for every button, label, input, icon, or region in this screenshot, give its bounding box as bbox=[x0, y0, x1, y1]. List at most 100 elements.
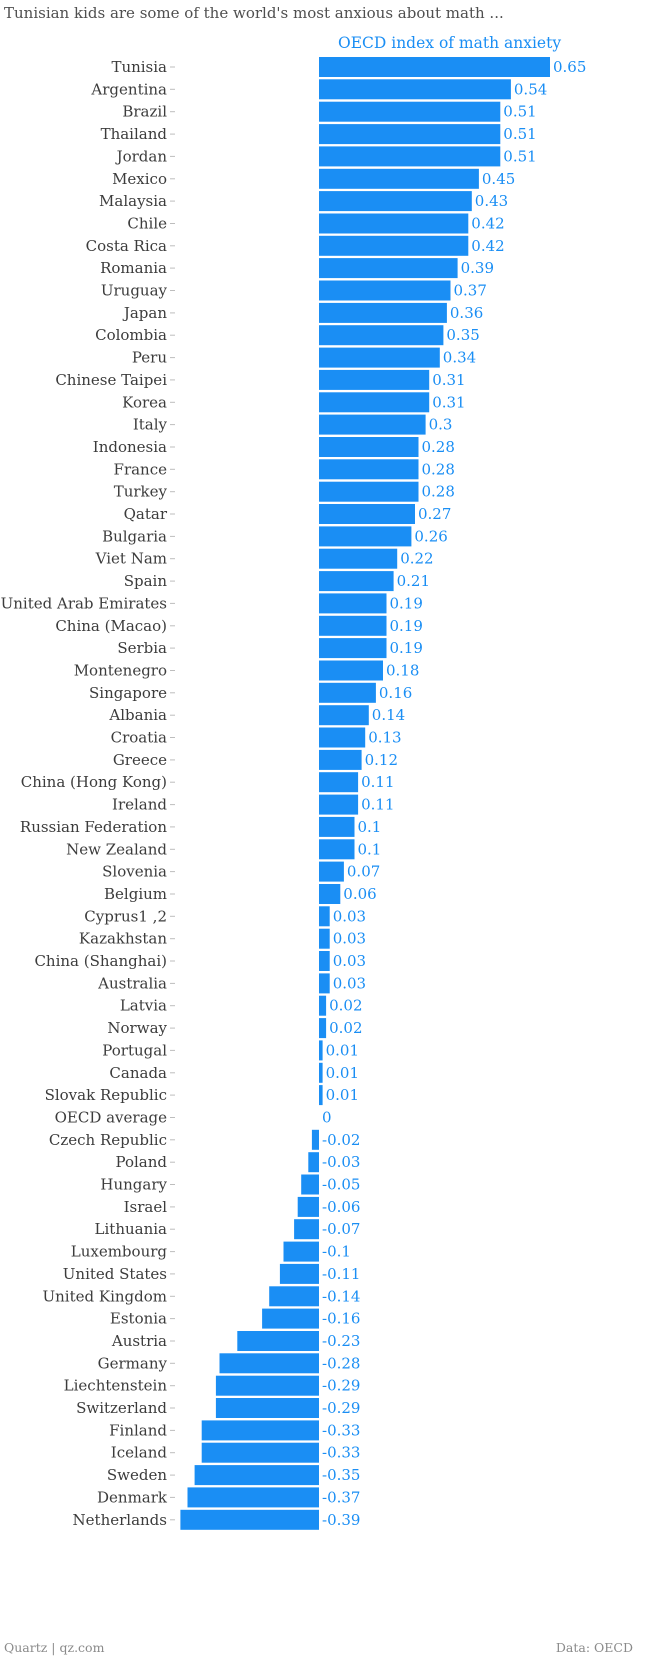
category-label: Tunisia bbox=[111, 58, 167, 76]
category-label: United States bbox=[63, 1265, 167, 1283]
category-label: Kazakhstan bbox=[79, 930, 167, 948]
bar bbox=[319, 168, 479, 189]
category-label: Viet Nam bbox=[95, 550, 167, 568]
value-label: 0.18 bbox=[386, 662, 419, 680]
category-label: Estonia bbox=[110, 1310, 167, 1328]
value-label: -0.33 bbox=[322, 1444, 360, 1462]
value-label: 0.14 bbox=[372, 706, 405, 724]
bar bbox=[319, 437, 419, 457]
category-label: Mexico bbox=[112, 170, 167, 188]
category-ticks bbox=[170, 66, 175, 1521]
value-label: -0.1 bbox=[322, 1243, 351, 1261]
category-label: Chile bbox=[127, 215, 167, 233]
value-label: 0.21 bbox=[397, 572, 430, 590]
category-label: Czech Republic bbox=[49, 1131, 167, 1149]
category-label: Portugal bbox=[102, 1041, 167, 1059]
category-label: United Arab Emirates bbox=[1, 594, 167, 612]
category-label: Finland bbox=[109, 1421, 167, 1439]
category-label: France bbox=[114, 460, 168, 478]
value-label: -0.14 bbox=[322, 1287, 360, 1305]
category-label: Malaysia bbox=[99, 192, 167, 210]
bar bbox=[319, 504, 415, 524]
bar bbox=[319, 101, 501, 122]
bar bbox=[180, 1509, 319, 1530]
bar bbox=[319, 369, 430, 390]
category-label: Argentina bbox=[90, 80, 167, 98]
bar bbox=[319, 839, 355, 860]
value-label: 0.54 bbox=[514, 80, 547, 98]
value-label: 0.03 bbox=[333, 930, 366, 948]
category-label: Greece bbox=[113, 751, 167, 769]
bar bbox=[319, 124, 501, 145]
bar bbox=[319, 235, 469, 256]
bar bbox=[319, 995, 327, 1016]
bar bbox=[319, 258, 458, 279]
value-label: 0.12 bbox=[365, 751, 398, 769]
bar bbox=[319, 884, 341, 904]
value-label: -0.07 bbox=[322, 1220, 360, 1238]
bar bbox=[308, 1152, 319, 1173]
value-label: -0.06 bbox=[322, 1198, 360, 1216]
category-label: Switzerland bbox=[76, 1399, 167, 1417]
value-label: 0.02 bbox=[329, 1019, 362, 1037]
bar bbox=[319, 861, 344, 882]
chart-title: Tunisian kids are some of the world's mo… bbox=[4, 4, 504, 22]
bars-layer bbox=[180, 57, 550, 1530]
value-label: 0.01 bbox=[326, 1064, 359, 1082]
value-label: 0.31 bbox=[432, 371, 465, 389]
value-label: -0.39 bbox=[322, 1511, 360, 1529]
value-label: -0.11 bbox=[322, 1265, 360, 1283]
category-label: Costa Rica bbox=[86, 237, 167, 255]
bar bbox=[319, 749, 362, 770]
category-label: Russian Federation bbox=[20, 818, 167, 836]
category-label: Denmark bbox=[97, 1488, 168, 1506]
category-label: Colombia bbox=[95, 326, 167, 344]
value-label: 0.28 bbox=[422, 460, 455, 478]
value-label: -0.05 bbox=[322, 1176, 360, 1194]
bar bbox=[219, 1353, 319, 1374]
bar bbox=[319, 772, 359, 793]
bar bbox=[319, 973, 330, 994]
category-label: Qatar bbox=[124, 505, 168, 523]
bar bbox=[319, 660, 383, 681]
bar bbox=[319, 1085, 323, 1106]
value-label: -0.23 bbox=[322, 1332, 360, 1350]
bar bbox=[319, 1040, 323, 1061]
value-label: 0.51 bbox=[503, 125, 536, 143]
bar bbox=[319, 816, 355, 837]
bar bbox=[319, 280, 451, 301]
data-source: Data: OECD bbox=[555, 1640, 633, 1655]
category-label: Netherlands bbox=[73, 1511, 167, 1529]
value-label: 0.1 bbox=[358, 840, 382, 858]
bar bbox=[319, 459, 419, 480]
value-label: 0.35 bbox=[446, 326, 479, 344]
value-label: 0.34 bbox=[443, 349, 476, 367]
category-label: Serbia bbox=[117, 639, 167, 657]
category-label: Hungary bbox=[100, 1176, 167, 1194]
series-label: OECD index of math anxiety bbox=[338, 34, 562, 52]
bar bbox=[319, 526, 412, 547]
category-label: Sweden bbox=[107, 1466, 167, 1484]
category-label: Ireland bbox=[112, 796, 167, 814]
value-label: 0.01 bbox=[326, 1041, 359, 1059]
value-label: 0.45 bbox=[482, 170, 515, 188]
category-label: Brazil bbox=[122, 103, 167, 121]
value-label: 0.51 bbox=[503, 103, 536, 121]
category-label: China (Shanghai) bbox=[34, 952, 167, 970]
category-label: Korea bbox=[122, 393, 167, 411]
bar bbox=[319, 146, 501, 167]
category-label: New Zealand bbox=[66, 840, 167, 858]
bar bbox=[279, 1263, 319, 1284]
value-label: -0.16 bbox=[322, 1310, 360, 1328]
category-label: Thailand bbox=[101, 125, 168, 143]
value-label: 0.27 bbox=[418, 505, 451, 523]
bar bbox=[319, 191, 472, 212]
value-label: -0.28 bbox=[322, 1354, 360, 1372]
bar bbox=[297, 1196, 319, 1217]
value-label: 0.26 bbox=[414, 527, 447, 545]
bar bbox=[319, 57, 550, 77]
bar bbox=[319, 1062, 323, 1083]
bar bbox=[201, 1420, 319, 1441]
category-label: Singapore bbox=[89, 684, 167, 702]
